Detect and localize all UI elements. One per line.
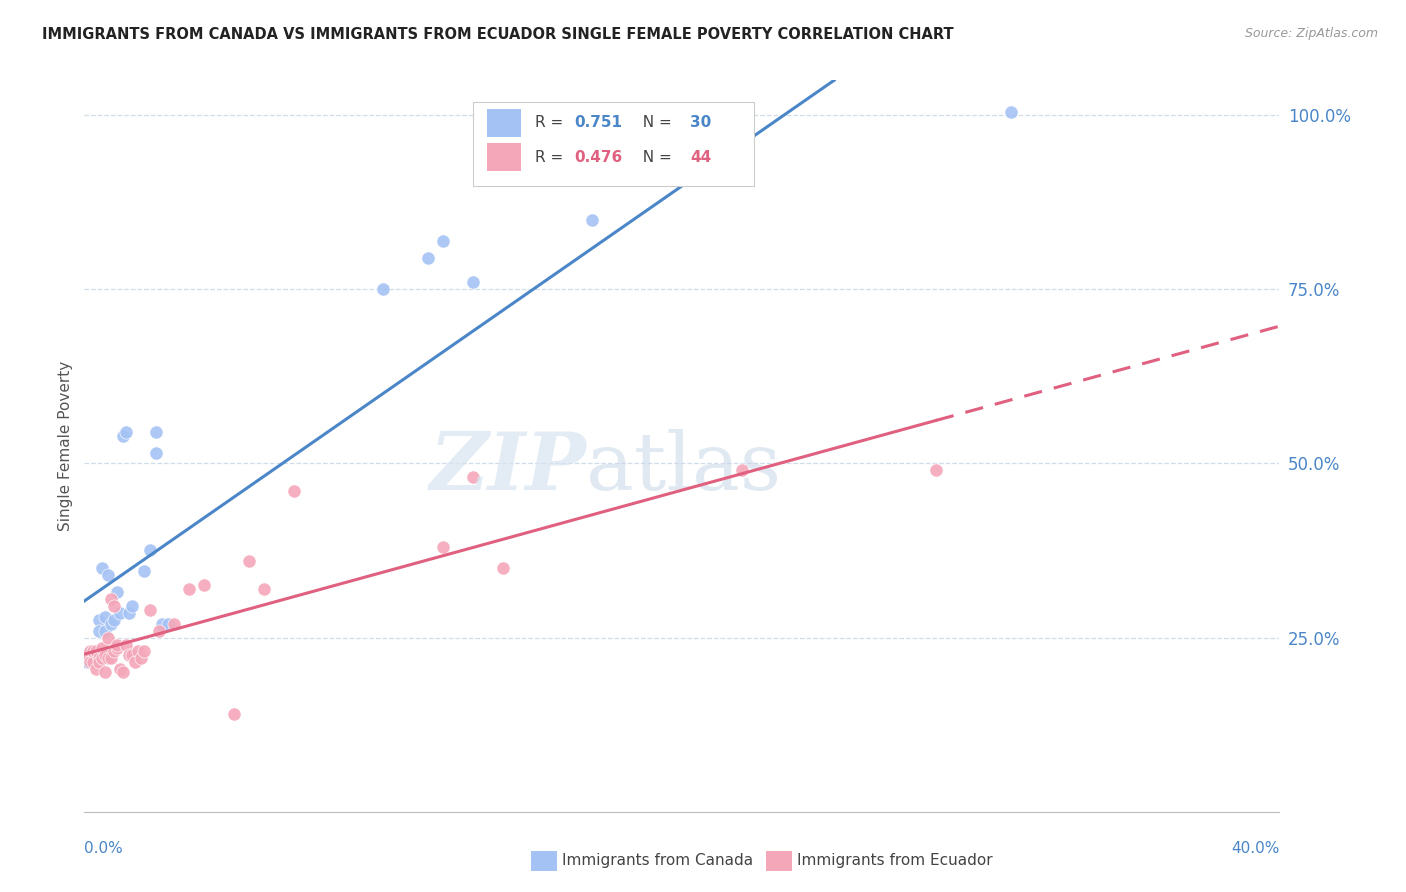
Text: 30: 30 bbox=[690, 115, 711, 130]
Point bbox=[79, 644, 101, 658]
Point bbox=[89, 651, 111, 665]
Text: Source: ZipAtlas.com: Source: ZipAtlas.com bbox=[1244, 27, 1378, 40]
Point bbox=[177, 582, 200, 596]
Text: R =: R = bbox=[534, 115, 568, 130]
Text: 0.476: 0.476 bbox=[575, 150, 623, 165]
Point bbox=[82, 644, 104, 658]
Point bbox=[163, 616, 186, 631]
Point bbox=[76, 655, 98, 669]
Point bbox=[105, 638, 128, 652]
Point bbox=[432, 540, 454, 554]
Point bbox=[193, 578, 215, 592]
Point bbox=[157, 616, 180, 631]
Point bbox=[432, 234, 454, 248]
Point bbox=[94, 648, 117, 662]
Point bbox=[97, 631, 120, 645]
Point bbox=[103, 613, 125, 627]
Point bbox=[115, 425, 138, 439]
Point bbox=[82, 655, 104, 669]
Point bbox=[105, 640, 128, 655]
Point bbox=[110, 662, 132, 676]
Point bbox=[925, 463, 948, 477]
Point bbox=[118, 648, 141, 662]
Text: atlas: atlas bbox=[586, 429, 782, 507]
Point bbox=[100, 616, 122, 631]
Point bbox=[150, 616, 173, 631]
Point bbox=[253, 582, 276, 596]
Point bbox=[79, 651, 101, 665]
Point bbox=[94, 624, 117, 638]
Point bbox=[89, 624, 111, 638]
Point bbox=[283, 484, 305, 499]
Point bbox=[373, 282, 395, 296]
Point bbox=[94, 665, 117, 680]
Point bbox=[89, 655, 111, 669]
Text: 0.0%: 0.0% bbox=[84, 841, 124, 856]
Point bbox=[118, 606, 141, 620]
Point bbox=[86, 651, 108, 665]
Point bbox=[139, 603, 162, 617]
Point bbox=[82, 644, 104, 658]
Text: IMMIGRANTS FROM CANADA VS IMMIGRANTS FROM ECUADOR SINGLE FEMALE POVERTY CORRELAT: IMMIGRANTS FROM CANADA VS IMMIGRANTS FRO… bbox=[42, 27, 953, 42]
Point bbox=[121, 648, 143, 662]
Point bbox=[89, 613, 111, 627]
Point bbox=[461, 470, 484, 484]
Point bbox=[127, 644, 149, 658]
Point bbox=[97, 567, 120, 582]
Point bbox=[94, 609, 117, 624]
Bar bbox=[486, 144, 520, 171]
Point bbox=[103, 599, 125, 614]
Point bbox=[79, 655, 101, 669]
Point bbox=[103, 644, 125, 658]
Y-axis label: Single Female Poverty: Single Female Poverty bbox=[58, 361, 73, 531]
Point bbox=[148, 624, 170, 638]
Point bbox=[731, 463, 754, 477]
Point bbox=[112, 665, 135, 680]
Point bbox=[100, 592, 122, 607]
Text: Immigrants from Ecuador: Immigrants from Ecuador bbox=[797, 854, 993, 868]
Bar bbox=[486, 109, 520, 136]
Text: ZIP: ZIP bbox=[429, 429, 586, 507]
Point bbox=[86, 644, 108, 658]
Point bbox=[129, 651, 152, 665]
Text: N =: N = bbox=[633, 150, 676, 165]
Point bbox=[132, 565, 156, 579]
Point bbox=[100, 651, 122, 665]
Point bbox=[1000, 104, 1022, 119]
Text: 40.0%: 40.0% bbox=[1232, 841, 1279, 856]
Text: Immigrants from Canada: Immigrants from Canada bbox=[562, 854, 754, 868]
Point bbox=[238, 554, 260, 568]
FancyBboxPatch shape bbox=[472, 103, 754, 186]
Point bbox=[145, 425, 167, 439]
Point bbox=[581, 212, 603, 227]
Point bbox=[139, 543, 162, 558]
Point bbox=[124, 655, 146, 669]
Point bbox=[222, 707, 245, 722]
Point bbox=[76, 648, 98, 662]
Point bbox=[86, 662, 108, 676]
Point bbox=[105, 585, 128, 599]
Text: 44: 44 bbox=[690, 150, 711, 165]
Point bbox=[112, 428, 135, 442]
Point bbox=[132, 644, 156, 658]
Point bbox=[492, 561, 515, 575]
Text: N =: N = bbox=[633, 115, 676, 130]
Point bbox=[115, 638, 138, 652]
Point bbox=[121, 599, 143, 614]
Text: R =: R = bbox=[534, 150, 568, 165]
Point bbox=[461, 275, 484, 289]
Point bbox=[91, 640, 114, 655]
Point bbox=[145, 446, 167, 460]
Point bbox=[416, 251, 439, 265]
Text: 0.751: 0.751 bbox=[575, 115, 623, 130]
Point bbox=[91, 561, 114, 575]
Point bbox=[110, 606, 132, 620]
Point bbox=[97, 651, 120, 665]
Point bbox=[91, 651, 114, 665]
